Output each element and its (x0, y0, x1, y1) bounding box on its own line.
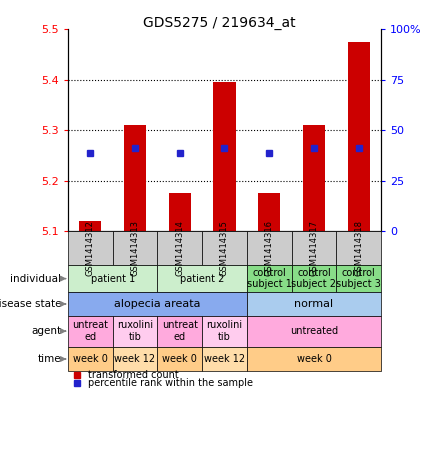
Text: percentile rank within the sample: percentile rank within the sample (88, 378, 253, 388)
Text: control
subject 2: control subject 2 (291, 268, 336, 289)
Bar (336, 265, 381, 292)
Bar (113, 316, 157, 347)
Bar (347, 42, 370, 231)
Bar (68, 292, 247, 316)
Text: GSM1414318: GSM1414318 (354, 220, 363, 276)
Bar (79, 221, 102, 231)
Bar (68, 347, 113, 371)
Text: disease state: disease state (0, 299, 61, 309)
Bar (247, 292, 381, 316)
Text: week 12: week 12 (114, 354, 155, 364)
Text: control
subject 1: control subject 1 (247, 268, 292, 289)
Bar (68, 316, 113, 347)
Text: GSM1414312: GSM1414312 (86, 220, 95, 276)
Text: week 12: week 12 (204, 354, 245, 364)
Text: normal: normal (294, 299, 333, 309)
Bar (68, 231, 113, 265)
Bar (113, 347, 157, 371)
Bar (258, 193, 280, 231)
Text: untreated: untreated (290, 326, 338, 336)
Bar (157, 316, 202, 347)
Text: patient 2: patient 2 (180, 274, 224, 284)
Bar (169, 193, 191, 231)
Text: week 0: week 0 (162, 354, 197, 364)
Text: control
subject 3: control subject 3 (336, 268, 381, 289)
Text: GSM1414317: GSM1414317 (310, 220, 318, 276)
Bar (202, 347, 247, 371)
Bar (247, 231, 292, 265)
Bar (303, 125, 325, 231)
Bar (213, 82, 236, 231)
Text: GSM1414313: GSM1414313 (131, 220, 139, 276)
Text: agent: agent (31, 326, 61, 336)
Bar (292, 265, 336, 292)
Bar (336, 231, 381, 265)
Bar (124, 125, 146, 231)
Text: GSM1414315: GSM1414315 (220, 220, 229, 276)
Bar (157, 231, 202, 265)
Text: ruxolini
tib: ruxolini tib (117, 320, 153, 342)
Text: week 0: week 0 (73, 354, 108, 364)
Bar (113, 231, 157, 265)
Bar (247, 347, 381, 371)
Text: untreat
ed: untreat ed (72, 320, 108, 342)
Text: GSM1414314: GSM1414314 (175, 220, 184, 276)
Bar (202, 316, 247, 347)
Text: untreat
ed: untreat ed (162, 320, 198, 342)
Text: GDS5275 / 219634_at: GDS5275 / 219634_at (143, 16, 295, 30)
Bar (157, 265, 247, 292)
Bar (68, 265, 157, 292)
Text: individual: individual (11, 274, 61, 284)
Text: patient 1: patient 1 (91, 274, 135, 284)
Bar (247, 316, 381, 347)
Text: GSM1414316: GSM1414316 (265, 220, 274, 276)
Text: ruxolini
tib: ruxolini tib (206, 320, 243, 342)
Text: alopecia areata: alopecia areata (114, 299, 201, 309)
Text: transformed count: transformed count (88, 370, 178, 380)
Text: time: time (38, 354, 61, 364)
Bar (292, 231, 336, 265)
Text: week 0: week 0 (297, 354, 332, 364)
Bar (247, 265, 292, 292)
Bar (157, 347, 202, 371)
Bar (202, 231, 247, 265)
